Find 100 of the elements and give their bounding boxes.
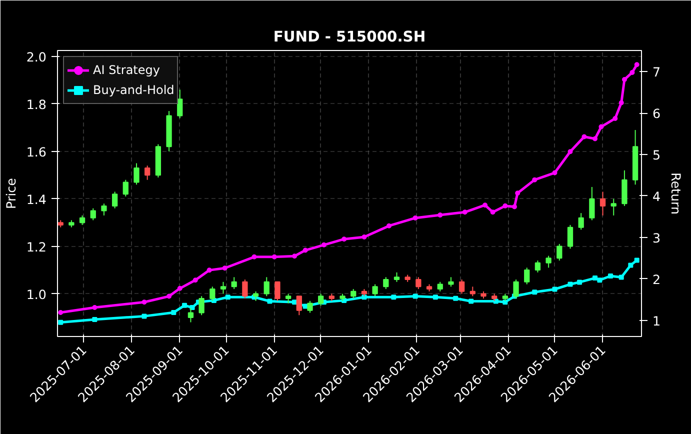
candlestick xyxy=(394,272,400,282)
point xyxy=(222,266,228,271)
y-tick-label: 1.0 xyxy=(26,286,47,302)
candlestick xyxy=(470,286,476,297)
point xyxy=(622,77,627,82)
candlestick xyxy=(589,186,595,221)
candlestick xyxy=(177,89,183,119)
candlestick xyxy=(101,203,107,216)
point xyxy=(362,294,367,300)
point xyxy=(58,320,64,325)
point xyxy=(391,294,396,300)
point xyxy=(468,298,474,304)
point xyxy=(552,286,558,292)
point xyxy=(634,62,640,68)
candlestick xyxy=(458,279,465,294)
candlestick xyxy=(546,255,552,268)
candlestick xyxy=(144,165,150,180)
point xyxy=(482,202,488,208)
point xyxy=(592,136,598,142)
candlestick xyxy=(578,212,584,230)
candlestick xyxy=(448,276,454,288)
candlestick xyxy=(112,191,118,209)
candlestick xyxy=(90,208,96,221)
point xyxy=(552,170,558,176)
y2-tick-label: 2 xyxy=(652,272,661,287)
point xyxy=(252,254,257,260)
point xyxy=(532,290,538,295)
point xyxy=(597,278,602,283)
point xyxy=(182,302,188,308)
candlestick xyxy=(242,279,248,300)
point xyxy=(92,317,98,322)
point xyxy=(462,210,468,215)
point xyxy=(512,204,517,210)
point xyxy=(608,273,614,278)
candlestick xyxy=(350,288,356,300)
candlestick xyxy=(610,198,616,216)
point xyxy=(142,314,147,319)
point xyxy=(618,274,624,280)
point xyxy=(438,212,443,218)
candlestick xyxy=(231,276,237,290)
candlestick xyxy=(188,308,194,323)
point xyxy=(267,298,272,304)
legend-label: Buy-and-Hold xyxy=(93,83,174,97)
point xyxy=(568,282,573,287)
candlestick xyxy=(416,276,422,290)
point xyxy=(592,276,598,281)
y2-tick-label: 5 xyxy=(652,148,661,163)
point xyxy=(321,242,326,248)
candlestick xyxy=(134,162,140,186)
y-tick-label: 2.0 xyxy=(26,49,47,64)
point xyxy=(302,248,308,253)
candlestick xyxy=(567,224,574,250)
point xyxy=(225,294,230,300)
point xyxy=(206,268,212,273)
point xyxy=(628,262,634,268)
point xyxy=(412,294,418,299)
point xyxy=(582,134,587,140)
legend-label: AI Strategy xyxy=(93,63,160,77)
point xyxy=(532,177,538,182)
point xyxy=(171,310,176,315)
y-axis-title: Price xyxy=(3,178,18,209)
point xyxy=(630,70,635,75)
point xyxy=(190,304,195,310)
point xyxy=(577,280,582,285)
candlestick xyxy=(556,243,562,262)
candlestick xyxy=(79,214,86,226)
point xyxy=(618,100,624,106)
point xyxy=(192,278,198,283)
candlestick xyxy=(383,276,389,290)
point xyxy=(342,236,347,242)
point xyxy=(58,310,64,315)
point xyxy=(612,116,618,121)
candlestick xyxy=(274,281,280,302)
point xyxy=(92,304,98,310)
y-tick-label: 1.6 xyxy=(26,144,47,160)
candlestick xyxy=(600,191,606,216)
candlestick xyxy=(372,284,378,297)
point xyxy=(272,254,277,260)
y-tick-label: 1.4 xyxy=(26,192,47,207)
point xyxy=(598,124,604,130)
point xyxy=(453,296,458,301)
candlestick xyxy=(622,170,628,206)
candlestick xyxy=(264,276,270,297)
y2-tick-label: 6 xyxy=(652,106,661,122)
y2-tick-label: 7 xyxy=(652,64,661,80)
point xyxy=(568,149,573,154)
y2-tick-label: 3 xyxy=(652,230,661,246)
point xyxy=(362,234,367,240)
candlestick xyxy=(122,179,128,197)
candlestick xyxy=(513,279,519,300)
y2-tick-label: 4 xyxy=(652,188,661,204)
y2-tick-label: 1 xyxy=(652,313,661,328)
point xyxy=(386,223,392,228)
chart-title: FUND - 515000.SH xyxy=(273,28,426,46)
point xyxy=(177,286,182,291)
candlestick xyxy=(437,281,443,292)
y-tick-label: 1.2 xyxy=(26,239,47,254)
y2-axis-title: Return xyxy=(668,172,684,214)
point xyxy=(166,294,172,299)
point xyxy=(412,215,418,220)
